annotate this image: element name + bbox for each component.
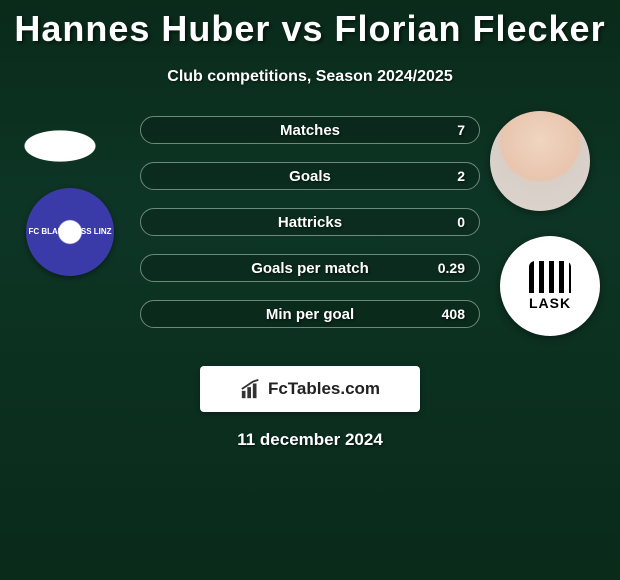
- date-text: 11 december 2024: [0, 430, 620, 450]
- stat-row-goals: Goals 2: [140, 162, 480, 190]
- stat-label: Goals per match: [251, 260, 369, 277]
- stat-label: Goals: [289, 168, 331, 185]
- player-left-avatar: [10, 116, 110, 176]
- stat-row-min-per-goal: Min per goal 408: [140, 300, 480, 328]
- page-title: Hannes Huber vs Florian Flecker: [0, 0, 620, 50]
- stats-list: Matches 7 Goals 2 Hattricks 0 Goals per …: [140, 116, 480, 346]
- stat-row-goals-per-match: Goals per match 0.29: [140, 254, 480, 282]
- stat-value: 408: [442, 306, 465, 322]
- club-badge-left: FC BLAU WEISS LINZ: [26, 188, 114, 276]
- stat-value: 0.29: [438, 260, 465, 276]
- stat-row-matches: Matches 7: [140, 116, 480, 144]
- club-badge-right: LASK: [500, 236, 600, 336]
- stat-value: 7: [457, 122, 465, 138]
- subtitle: Club competitions, Season 2024/2025: [0, 68, 620, 86]
- lask-stripes-icon: [529, 261, 571, 293]
- stat-label: Hattricks: [278, 214, 342, 231]
- club-badge-right-text: LASK: [529, 295, 571, 311]
- stat-row-hattricks: Hattricks 0: [140, 208, 480, 236]
- bar-chart-icon: [240, 378, 262, 400]
- player-right-avatar: [490, 111, 590, 211]
- brand-box[interactable]: FcTables.com: [200, 366, 420, 412]
- brand-text: FcTables.com: [268, 379, 380, 399]
- stat-label: Matches: [280, 122, 340, 139]
- stat-label: Min per goal: [266, 306, 354, 323]
- stat-value: 0: [457, 214, 465, 230]
- club-badge-left-text: FC BLAU WEISS LINZ: [28, 228, 111, 237]
- stat-value: 2: [457, 168, 465, 184]
